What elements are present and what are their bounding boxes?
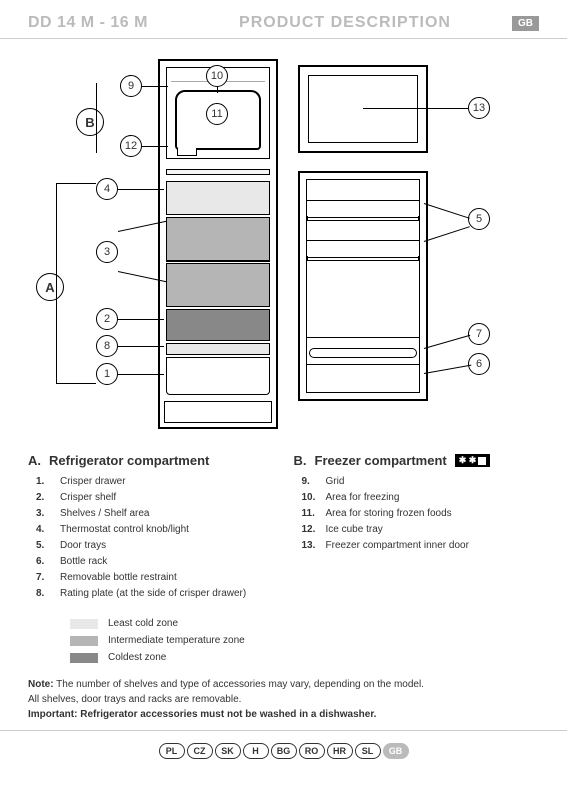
legend-swatch [70,653,98,663]
language-footer: PLCZSKHBGROHRSLGB [0,731,567,759]
legend-label: Coldest zone [108,652,166,663]
language-pill-sl[interactable]: SL [355,743,381,759]
list-title: Freezer compartment [315,453,447,468]
freezer-inner-door [298,65,428,153]
note-text: The number of shelves and type of access… [54,679,424,690]
legend-item: Intermediate temperature zone [70,635,539,646]
list-item: 8.Rating plate (at the side of crisper d… [36,588,274,599]
note-line: All shelves, door trays and racks are re… [28,692,539,707]
callout-9: 9 [120,75,142,97]
legend-swatch [70,619,98,629]
door-tray [307,240,419,258]
model-code: DD 14 M - 16 M [28,14,178,32]
list-item: 3.Shelves / Shelf area [36,508,274,519]
list-item: 7.Removable bottle restraint [36,572,274,583]
legend-label: Intermediate temperature zone [108,635,245,646]
list-item: 11.Area for storing frozen foods [302,508,540,519]
callout-2: 2 [96,308,118,330]
ice-tray [177,148,197,156]
legend-item: Coldest zone [70,652,539,663]
legend-item: Least cold zone [70,618,539,629]
legend-swatch [70,636,98,646]
parts-list-a: 1.Crisper drawer 2.Crisper shelf 3.Shelv… [28,476,274,599]
base-plinth [164,401,272,423]
list-heading-a: A. Refrigerator compartment [28,453,274,468]
callout-7: 7 [468,323,490,345]
language-pill-cz[interactable]: CZ [187,743,213,759]
bottle-zone [307,337,419,392]
list-column-a: A. Refrigerator compartment 1.Crisper dr… [28,453,274,604]
zone-8 [166,343,270,355]
callout-5: 5 [468,208,490,230]
callout-12: 12 [120,135,142,157]
zone-3b [166,263,270,307]
divider [166,169,270,175]
list-item: 2.Crisper shelf [36,492,274,503]
callout-4: 4 [96,178,118,200]
language-pill-sk[interactable]: SK [215,743,241,759]
list-title: Refrigerator compartment [49,453,209,468]
language-pill-gb[interactable]: GB [383,743,409,759]
language-pill-pl[interactable]: PL [159,743,185,759]
language-pill-bg[interactable]: BG [271,743,297,759]
zone-4 [166,181,270,215]
callout-3: 3 [96,241,118,263]
legend-label: Least cold zone [108,618,178,629]
list-letter: B. [294,453,307,468]
list-item: 6.Bottle rack [36,556,274,567]
language-pill-ro[interactable]: RO [299,743,325,759]
page-header: DD 14 M - 16 M PRODUCT DESCRIPTION GB [0,0,567,39]
door-tray [307,200,419,218]
callout-10: 10 [206,65,228,87]
page-title: PRODUCT DESCRIPTION [178,14,512,32]
language-pill-h[interactable]: H [243,743,269,759]
important-text: Refrigerator accessories must not be was… [77,709,376,720]
temperature-legend: Least cold zone Intermediate temperature… [0,604,567,663]
list-item: 4.Thermostat control knob/light [36,524,274,535]
list-item: 9.Grid [302,476,540,487]
list-item: 12.Ice cube tray [302,524,540,535]
language-pill-hr[interactable]: HR [327,743,353,759]
shelf-line [166,261,270,262]
section-label-a: A [36,273,64,301]
product-diagram: A B 4 3 2 8 1 9 12 10 11 13 5 7 6 [28,53,539,443]
note-label: Note: [28,679,54,690]
freezer-star-badge: ✱ ✱ [455,454,491,467]
crisper-drawer [166,357,270,395]
fridge-door [298,171,428,401]
zone-3a [166,217,270,261]
callout-1: 1 [96,363,118,385]
list-item: 5.Door trays [36,540,274,551]
language-badge: GB [512,16,539,31]
callout-8: 8 [96,335,118,357]
list-heading-b: B. Freezer compartment ✱ ✱ [294,453,540,468]
bottle-restraint [309,348,417,358]
callout-6: 6 [468,353,490,375]
important-label: Important: [28,709,77,720]
list-item: 10.Area for freezing [302,492,540,503]
list-letter: A. [28,453,41,468]
list-item: 1.Crisper drawer [36,476,274,487]
zone-2 [166,309,270,341]
notes-section: Note: The number of shelves and type of … [0,669,567,731]
callout-11: 11 [206,103,228,125]
bottle-tray [307,364,419,392]
section-label-b: B [76,108,104,136]
list-item: 13.Freezer compartment inner door [302,540,540,551]
callout-13: 13 [468,97,490,119]
list-column-b: B. Freezer compartment ✱ ✱ 9.Grid 10.Are… [294,453,540,604]
parts-lists: A. Refrigerator compartment 1.Crisper dr… [0,443,567,604]
parts-list-b: 9.Grid 10.Area for freezing 11.Area for … [294,476,540,551]
